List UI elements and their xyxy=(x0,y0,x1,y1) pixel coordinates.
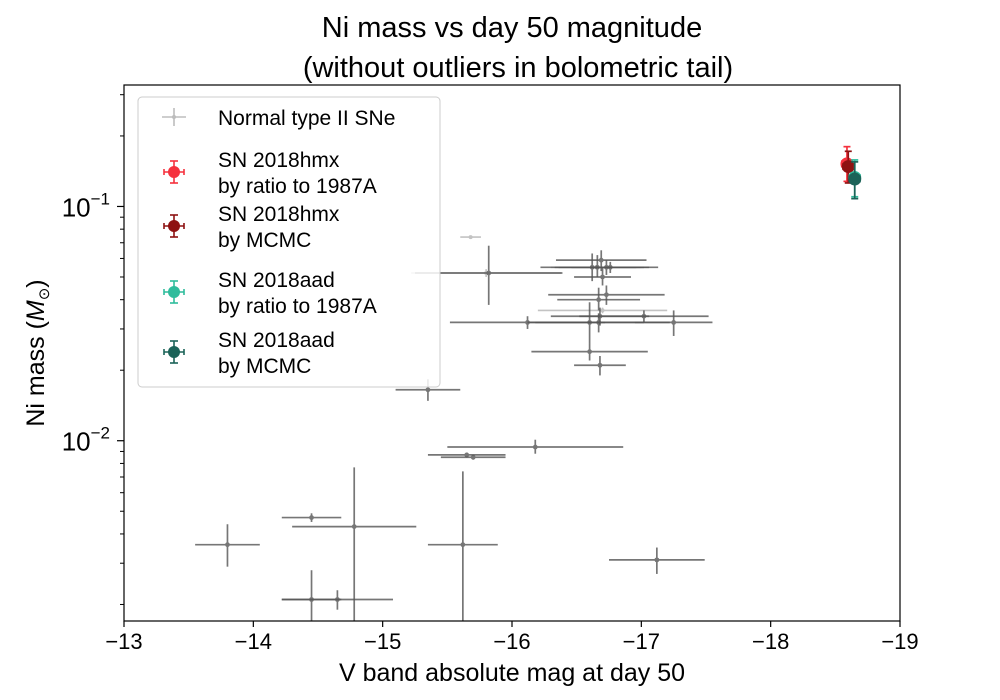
data-point xyxy=(641,313,647,319)
data-point xyxy=(597,362,603,368)
x-axis-label: V band absolute mag at day 50 xyxy=(339,659,685,687)
legend-item-2: SN 2018hmx by MCMC xyxy=(163,203,340,252)
legend-frame xyxy=(137,96,441,388)
x-tick-label: −14 xyxy=(235,629,272,654)
faint-sn-2 xyxy=(537,307,668,314)
normal-sn-20 xyxy=(548,285,665,305)
legend-label-line2: by ratio to 1987A xyxy=(218,175,377,198)
data-point xyxy=(335,597,340,602)
legend-label: Normal type II SNe xyxy=(218,107,395,130)
y-axis-label-sub: ⊙ xyxy=(36,288,53,301)
data-point xyxy=(848,172,862,186)
normal-sn-14 xyxy=(558,255,637,277)
data-point xyxy=(351,524,357,529)
legend-item-1: SN 2018hmx by ratio to 1987A xyxy=(163,149,377,198)
legend-item-3: SN 2018aad by ratio to 1987A xyxy=(163,269,377,318)
legend-label-line2: by MCMC xyxy=(218,355,311,378)
data-point xyxy=(425,387,431,393)
chart-legend: Normal type II SNe SN 2018hmx by ratio to… xyxy=(137,96,441,388)
normal-sn-26 xyxy=(574,355,626,376)
data-point xyxy=(600,274,605,280)
legend-marker xyxy=(168,166,180,178)
legend-label: SN 2018hmx xyxy=(218,203,340,226)
normal-sn-0 xyxy=(195,524,260,567)
normal-sn-3 xyxy=(281,590,394,610)
x-tick-label: −19 xyxy=(881,629,918,654)
y-tick-base: 10 xyxy=(62,427,91,457)
normal-sn-25 xyxy=(531,343,648,361)
y-tick-label: 10−2 xyxy=(62,424,110,457)
legend-marker xyxy=(168,220,180,232)
x-tick-label: −17 xyxy=(623,629,660,654)
highlight-sn-3 xyxy=(848,161,862,200)
legend-label: SN 2018hmx xyxy=(218,149,340,172)
normal-sn-18 xyxy=(571,261,650,273)
svg-text:Ni mass (M⊙): Ni mass (M⊙) xyxy=(22,279,53,426)
x-tick-label: −13 xyxy=(105,629,142,654)
data-point xyxy=(604,292,609,298)
data-point xyxy=(225,542,230,548)
x-tick-label: −18 xyxy=(752,629,789,654)
legend-marker xyxy=(168,346,180,358)
data-point xyxy=(532,444,538,450)
legend-label-line2: by MCMC xyxy=(218,229,311,252)
legend-item-0: Normal type II SNe xyxy=(162,107,395,130)
chart-title-line2: (without outliers in bolometric tail) xyxy=(303,52,733,84)
legend-item-4: SN 2018aad by MCMC xyxy=(163,329,335,378)
x-tick-label: −15 xyxy=(364,629,401,654)
legend-label-line2: by ratio to 1987A xyxy=(218,295,377,318)
legend-marker xyxy=(172,115,176,119)
data-point xyxy=(598,257,604,263)
y-tick-exponent: −1 xyxy=(91,189,110,208)
data-point xyxy=(671,319,677,325)
data-point xyxy=(596,297,602,303)
data-point xyxy=(470,454,476,460)
y-axis-ticks: 10−110−2 xyxy=(62,94,124,605)
normal-sn-8 xyxy=(440,454,506,460)
highlight-sn-1 xyxy=(841,150,855,184)
normal-sn-23 xyxy=(579,310,709,323)
normal-sn-16 xyxy=(574,267,631,286)
y-axis-label: Ni mass (M⊙) xyxy=(22,279,53,426)
faint-sn-0 xyxy=(460,235,481,240)
data-point xyxy=(600,308,605,313)
legend-marker xyxy=(168,286,180,298)
y-tick-label: 10−1 xyxy=(62,189,110,222)
x-tick-label: −16 xyxy=(493,629,530,654)
normal-sn-1 xyxy=(281,513,342,522)
legend-label: SN 2018aad xyxy=(218,269,335,292)
normal-sn-27 xyxy=(609,547,705,574)
x-axis-ticks: −13 −14 −15 −16 −17 −18 −19 xyxy=(105,621,919,654)
data-point xyxy=(486,270,492,276)
data-point xyxy=(654,557,660,563)
data-point xyxy=(464,452,470,458)
plot-marks xyxy=(195,145,862,621)
y-axis-label-close: ) xyxy=(22,279,50,287)
data-point xyxy=(460,542,466,548)
normal-sn-19 xyxy=(557,287,641,311)
legend-label: SN 2018aad xyxy=(218,329,335,352)
data-point xyxy=(468,235,473,240)
data-point xyxy=(587,349,592,355)
y-axis-label-math: M xyxy=(22,300,50,321)
y-axis-label-text: Ni mass ( xyxy=(22,320,50,426)
normal-sn-24 xyxy=(634,310,713,336)
chart-title-line1: Ni mass vs day 50 magnitude xyxy=(322,12,702,44)
normal-sn-9 xyxy=(447,439,624,454)
data-point xyxy=(596,319,602,325)
data-point xyxy=(841,160,855,174)
data-point xyxy=(607,264,613,270)
data-point xyxy=(309,515,314,520)
normal-sn-7 xyxy=(427,452,506,458)
normal-sn-6 xyxy=(427,471,498,621)
plot-area xyxy=(195,145,862,621)
y-tick-base: 10 xyxy=(62,192,91,222)
normal-sn-4 xyxy=(292,467,417,621)
y-tick-exponent: −2 xyxy=(91,424,110,443)
